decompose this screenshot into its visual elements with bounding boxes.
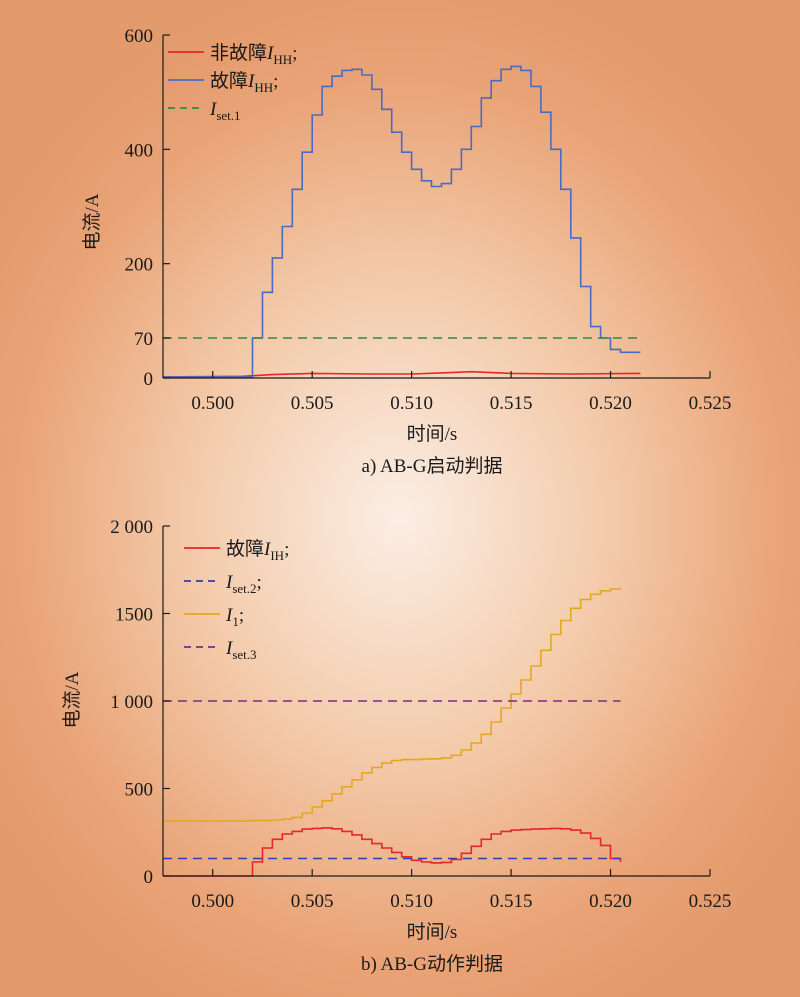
chart-b-y-tick-label: 500 bbox=[125, 780, 154, 801]
chart-b-y-tick-label: 0 bbox=[144, 867, 154, 888]
chart-a-series-line-1 bbox=[163, 65, 641, 378]
chart-a-y-tick-label: 200 bbox=[125, 255, 154, 276]
chart-b: 0 500 1 000 1500 2 000 0.500 0.505 0.510 0.515 0.… bbox=[61, 517, 731, 975]
chart-a-x-tick-label: 0.505 bbox=[291, 393, 334, 414]
chart-b-lines bbox=[163, 588, 622, 877]
chart-a-x-tick-label: 0.510 bbox=[390, 393, 433, 414]
chart-a-legend: 非故障IHH; 故障IHH; Iset.1 bbox=[168, 42, 297, 123]
chart-b-x-tick-label: 0.515 bbox=[490, 891, 533, 912]
chart-a-x-tick-label: 0.525 bbox=[689, 393, 732, 414]
chart-b-caption: b) AB-G动作判据 bbox=[361, 953, 503, 975]
chart-b-series-line-2 bbox=[163, 588, 622, 822]
chart-b-x-tick-label: 0.505 bbox=[291, 891, 334, 912]
chart-b-x-tick-label: 0.525 bbox=[689, 891, 732, 912]
chart-a-y-tick-label: 400 bbox=[125, 140, 154, 161]
chart-a-y-tick-label: 600 bbox=[125, 26, 154, 47]
chart-b-x-tick-label: 0.500 bbox=[191, 891, 234, 912]
chart-a-x-axis-label: 时间/s bbox=[407, 423, 458, 445]
chart-b-y-axis-label: 电流/A bbox=[61, 671, 83, 728]
chart-b-axes: 0 500 1 000 1500 2 000 0.500 0.505 0.510 0.515 0.… bbox=[110, 517, 731, 912]
chart-b-x-tick-label: 0.510 bbox=[390, 891, 433, 912]
chart-b-legend-label: Iset.3 bbox=[225, 638, 257, 662]
chart-a-legend-label: 故障IHH; bbox=[210, 70, 278, 95]
chart-b-x-tick-label: 0.520 bbox=[589, 891, 632, 912]
chart-b-y-tick-label: 1 000 bbox=[110, 692, 153, 713]
chart-b-y-tick-label: 2 000 bbox=[110, 517, 153, 538]
chart-a: 0 70 200 400 600 0.500 0.505 0.510 0.515 0.520 0.5… bbox=[81, 26, 731, 477]
chart-b-legend-label: I1; bbox=[225, 605, 244, 629]
chart-b-legend-label: 故障IIH; bbox=[226, 538, 289, 563]
chart-b-y-tick-label: 1500 bbox=[115, 605, 153, 626]
chart-a-y-tick-label: 70 bbox=[134, 329, 153, 350]
chart-a-legend-label: 非故障IHH; bbox=[210, 42, 297, 67]
chart-b-series-line-0 bbox=[163, 827, 622, 877]
chart-a-legend-label: Iset.1 bbox=[209, 99, 241, 123]
chart-b-legend: 故障IIH; Iset.2; I1; Iset.3 bbox=[184, 538, 289, 662]
chart-a-caption: a) AB-G启动判据 bbox=[362, 455, 503, 477]
chart-b-legend-label: Iset.2; bbox=[225, 572, 262, 596]
chart-a-y-axis-label: 电流/A bbox=[81, 193, 103, 250]
chart-a-axes: 0 70 200 400 600 0.500 0.505 0.510 0.515 0.520 0.5… bbox=[125, 26, 732, 414]
chart-a-x-tick-label: 0.520 bbox=[589, 393, 632, 414]
chart-a-x-tick-label: 0.500 bbox=[191, 393, 234, 414]
chart-a-x-tick-label: 0.515 bbox=[490, 393, 533, 414]
chart-a-y-tick-label: 0 bbox=[144, 369, 154, 390]
chart-b-x-axis-label: 时间/s bbox=[407, 921, 458, 943]
